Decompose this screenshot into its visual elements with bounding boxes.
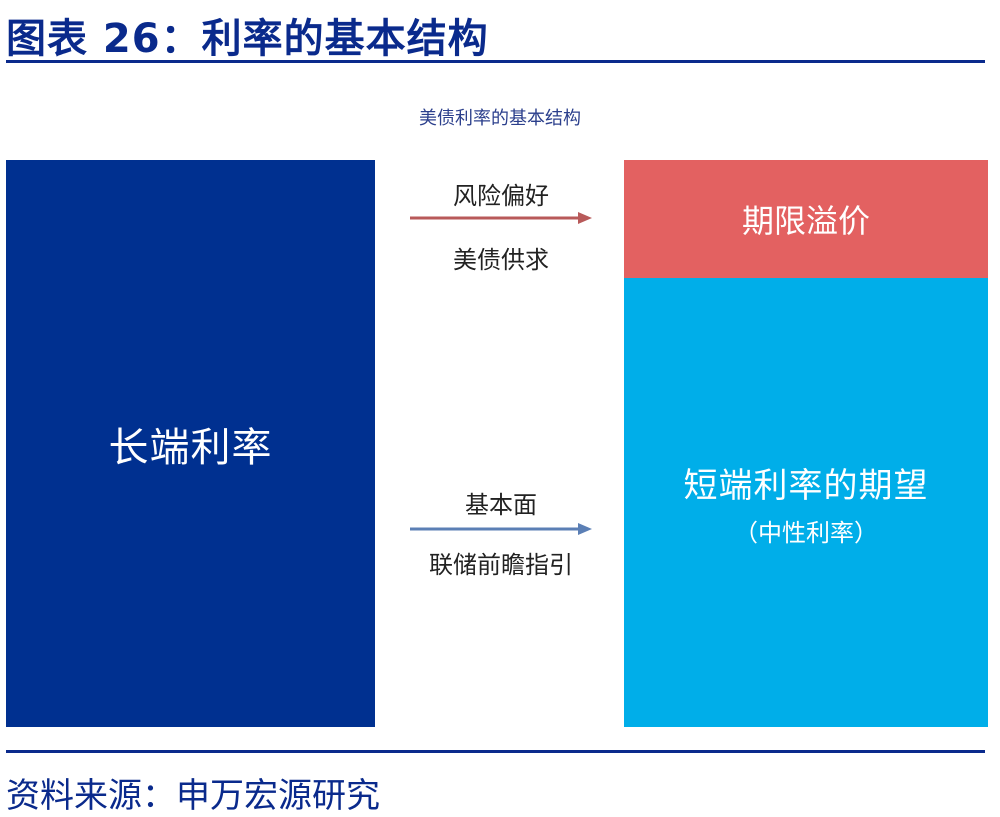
source-note: 资料来源：申万宏源研究 bbox=[6, 776, 380, 816]
figure-title: 图表 26：利率的基本结构 bbox=[6, 16, 489, 62]
short-rate-expectation-box: 短端利率的期望 （中性利率） bbox=[624, 278, 988, 727]
fed-forward-guidance-label: 联储前瞻指引 bbox=[429, 551, 573, 579]
neutral-rate-label: （中性利率） bbox=[734, 518, 878, 547]
upper-arrow-icon bbox=[410, 212, 592, 224]
term-premium-box: 期限溢价 bbox=[624, 160, 988, 278]
long-term-rate-box: 长端利率 bbox=[6, 160, 375, 727]
diagram-title: 美债利率的基本结构 bbox=[419, 108, 581, 129]
treasury-supply-demand-label: 美债供求 bbox=[453, 246, 549, 274]
fundamentals-label: 基本面 bbox=[465, 491, 537, 519]
long-term-rate-label: 长端利率 bbox=[108, 424, 273, 471]
term-premium-label: 期限溢价 bbox=[741, 202, 870, 240]
lower-arrow-icon bbox=[410, 523, 592, 535]
risk-appetite-label: 风险偏好 bbox=[453, 182, 549, 210]
short-rate-expectation-label: 短端利率的期望 bbox=[683, 465, 929, 506]
footer-divider bbox=[6, 750, 985, 753]
title-divider bbox=[6, 60, 985, 63]
